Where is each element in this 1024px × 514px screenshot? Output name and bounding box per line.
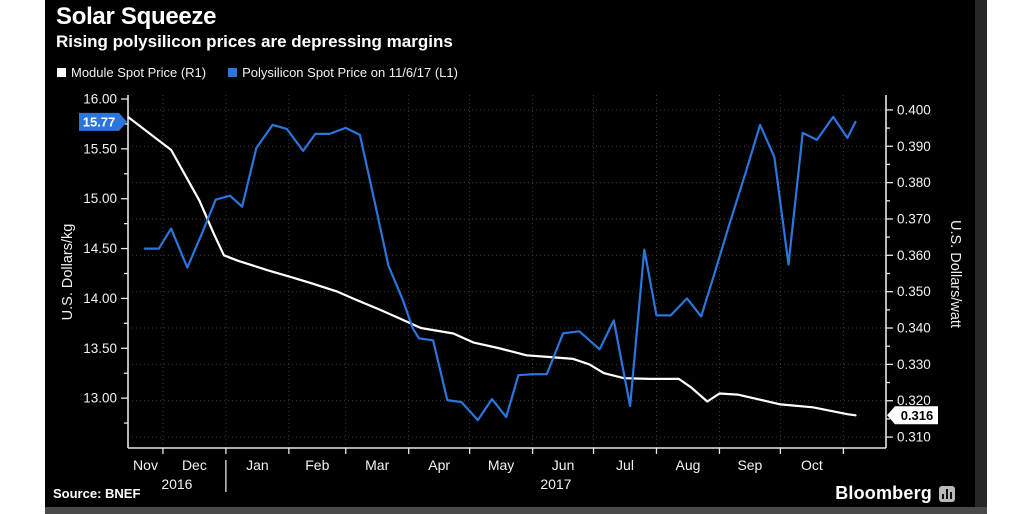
- svg-text:0.370: 0.370: [897, 211, 931, 226]
- svg-text:0.400: 0.400: [897, 102, 931, 117]
- bloomberg-wordmark: Bloomberg: [835, 483, 932, 503]
- right-margin-strip: [975, 0, 987, 507]
- legend-label-module: Module Spot Price (R1): [71, 65, 207, 80]
- svg-text:0.310: 0.310: [897, 430, 931, 445]
- series-lines: [127, 115, 857, 422]
- bar-icon-segment: [945, 489, 949, 499]
- left-axis-title: U.S. Dollars/kg: [60, 224, 76, 321]
- bar-icon-segment: [941, 494, 945, 499]
- bottom-margin-strip: [45, 507, 987, 514]
- svg-text:2017: 2017: [540, 476, 571, 492]
- bloomberg-logo: Bloomberg: [835, 483, 955, 504]
- svg-text:0.330: 0.330: [897, 357, 931, 372]
- svg-text:16.00: 16.00: [83, 92, 117, 107]
- svg-text:Mar: Mar: [365, 457, 389, 473]
- bar-chart-icon: [939, 485, 955, 502]
- chart-subtitle: Rising polysilicon prices are depressing…: [56, 32, 453, 51]
- axis-ticks: [121, 98, 893, 492]
- polysilicon-series-line: [143, 115, 857, 422]
- plot-svg: 16.00 15.50 15.00 14.50 14.00 13.50 13.00 0.400…: [60, 92, 963, 493]
- bar-icon-segment: [949, 492, 953, 499]
- svg-text:Sep: Sep: [737, 457, 762, 473]
- svg-text:0.390: 0.390: [897, 139, 931, 154]
- svg-text:15.77: 15.77: [83, 114, 116, 129]
- svg-text:15.00: 15.00: [83, 191, 117, 206]
- svg-text:Nov: Nov: [133, 457, 158, 473]
- svg-text:0.360: 0.360: [897, 248, 931, 263]
- svg-text:Oct: Oct: [801, 457, 823, 473]
- svg-text:2016: 2016: [161, 476, 192, 492]
- chart-panel: Solar Squeeze Rising polysilicon prices …: [45, 0, 975, 507]
- svg-text:Jul: Jul: [616, 457, 634, 473]
- last-value-tags: 0.316 15.77: [79, 112, 938, 425]
- svg-text:May: May: [488, 457, 514, 473]
- polysilicon-series-marker-icon: [228, 68, 238, 77]
- legend-item-module: Module Spot Price (R1): [57, 65, 206, 80]
- svg-text:Apr: Apr: [428, 457, 450, 473]
- module-series-marker-icon: [57, 68, 66, 77]
- polysilicon-series-line-tag: [79, 112, 127, 131]
- svg-text:0.316: 0.316: [901, 408, 934, 423]
- svg-text:0.320: 0.320: [897, 393, 931, 408]
- legend-item-polysilicon: Polysilicon Spot Price on 11/6/17 (L1): [228, 65, 458, 80]
- svg-text:0.350: 0.350: [897, 284, 931, 299]
- svg-text:14.50: 14.50: [83, 241, 117, 256]
- svg-text:Dec: Dec: [182, 457, 207, 473]
- chart-title: Solar Squeeze: [56, 3, 217, 30]
- svg-text:15.50: 15.50: [83, 141, 117, 156]
- module-series-line: [127, 116, 857, 417]
- right-axis-title: U.S. Dollars/watt: [947, 220, 963, 328]
- svg-text:Feb: Feb: [305, 457, 329, 473]
- legend: Module Spot Price (R1) Polysilicon Spot …: [57, 65, 458, 80]
- axes: [127, 95, 887, 449]
- svg-text:Jun: Jun: [552, 457, 575, 473]
- svg-text:Aug: Aug: [676, 457, 701, 473]
- axis-labels: 16.00 15.50 15.00 14.50 14.00 13.50 13.00 0.400…: [83, 92, 931, 493]
- source-label: Source: BNEF: [53, 486, 141, 501]
- svg-text:0.380: 0.380: [897, 175, 931, 190]
- module-series-line-tag: [887, 406, 938, 425]
- svg-text:0.340: 0.340: [897, 321, 931, 336]
- svg-text:13.00: 13.00: [83, 391, 117, 406]
- gridlines: [128, 95, 886, 448]
- svg-text:13.50: 13.50: [83, 341, 117, 356]
- svg-text:Jan: Jan: [246, 457, 269, 473]
- legend-label-polysilicon: Polysilicon Spot Price on 11/6/17 (L1): [242, 65, 458, 80]
- svg-text:14.00: 14.00: [83, 291, 117, 306]
